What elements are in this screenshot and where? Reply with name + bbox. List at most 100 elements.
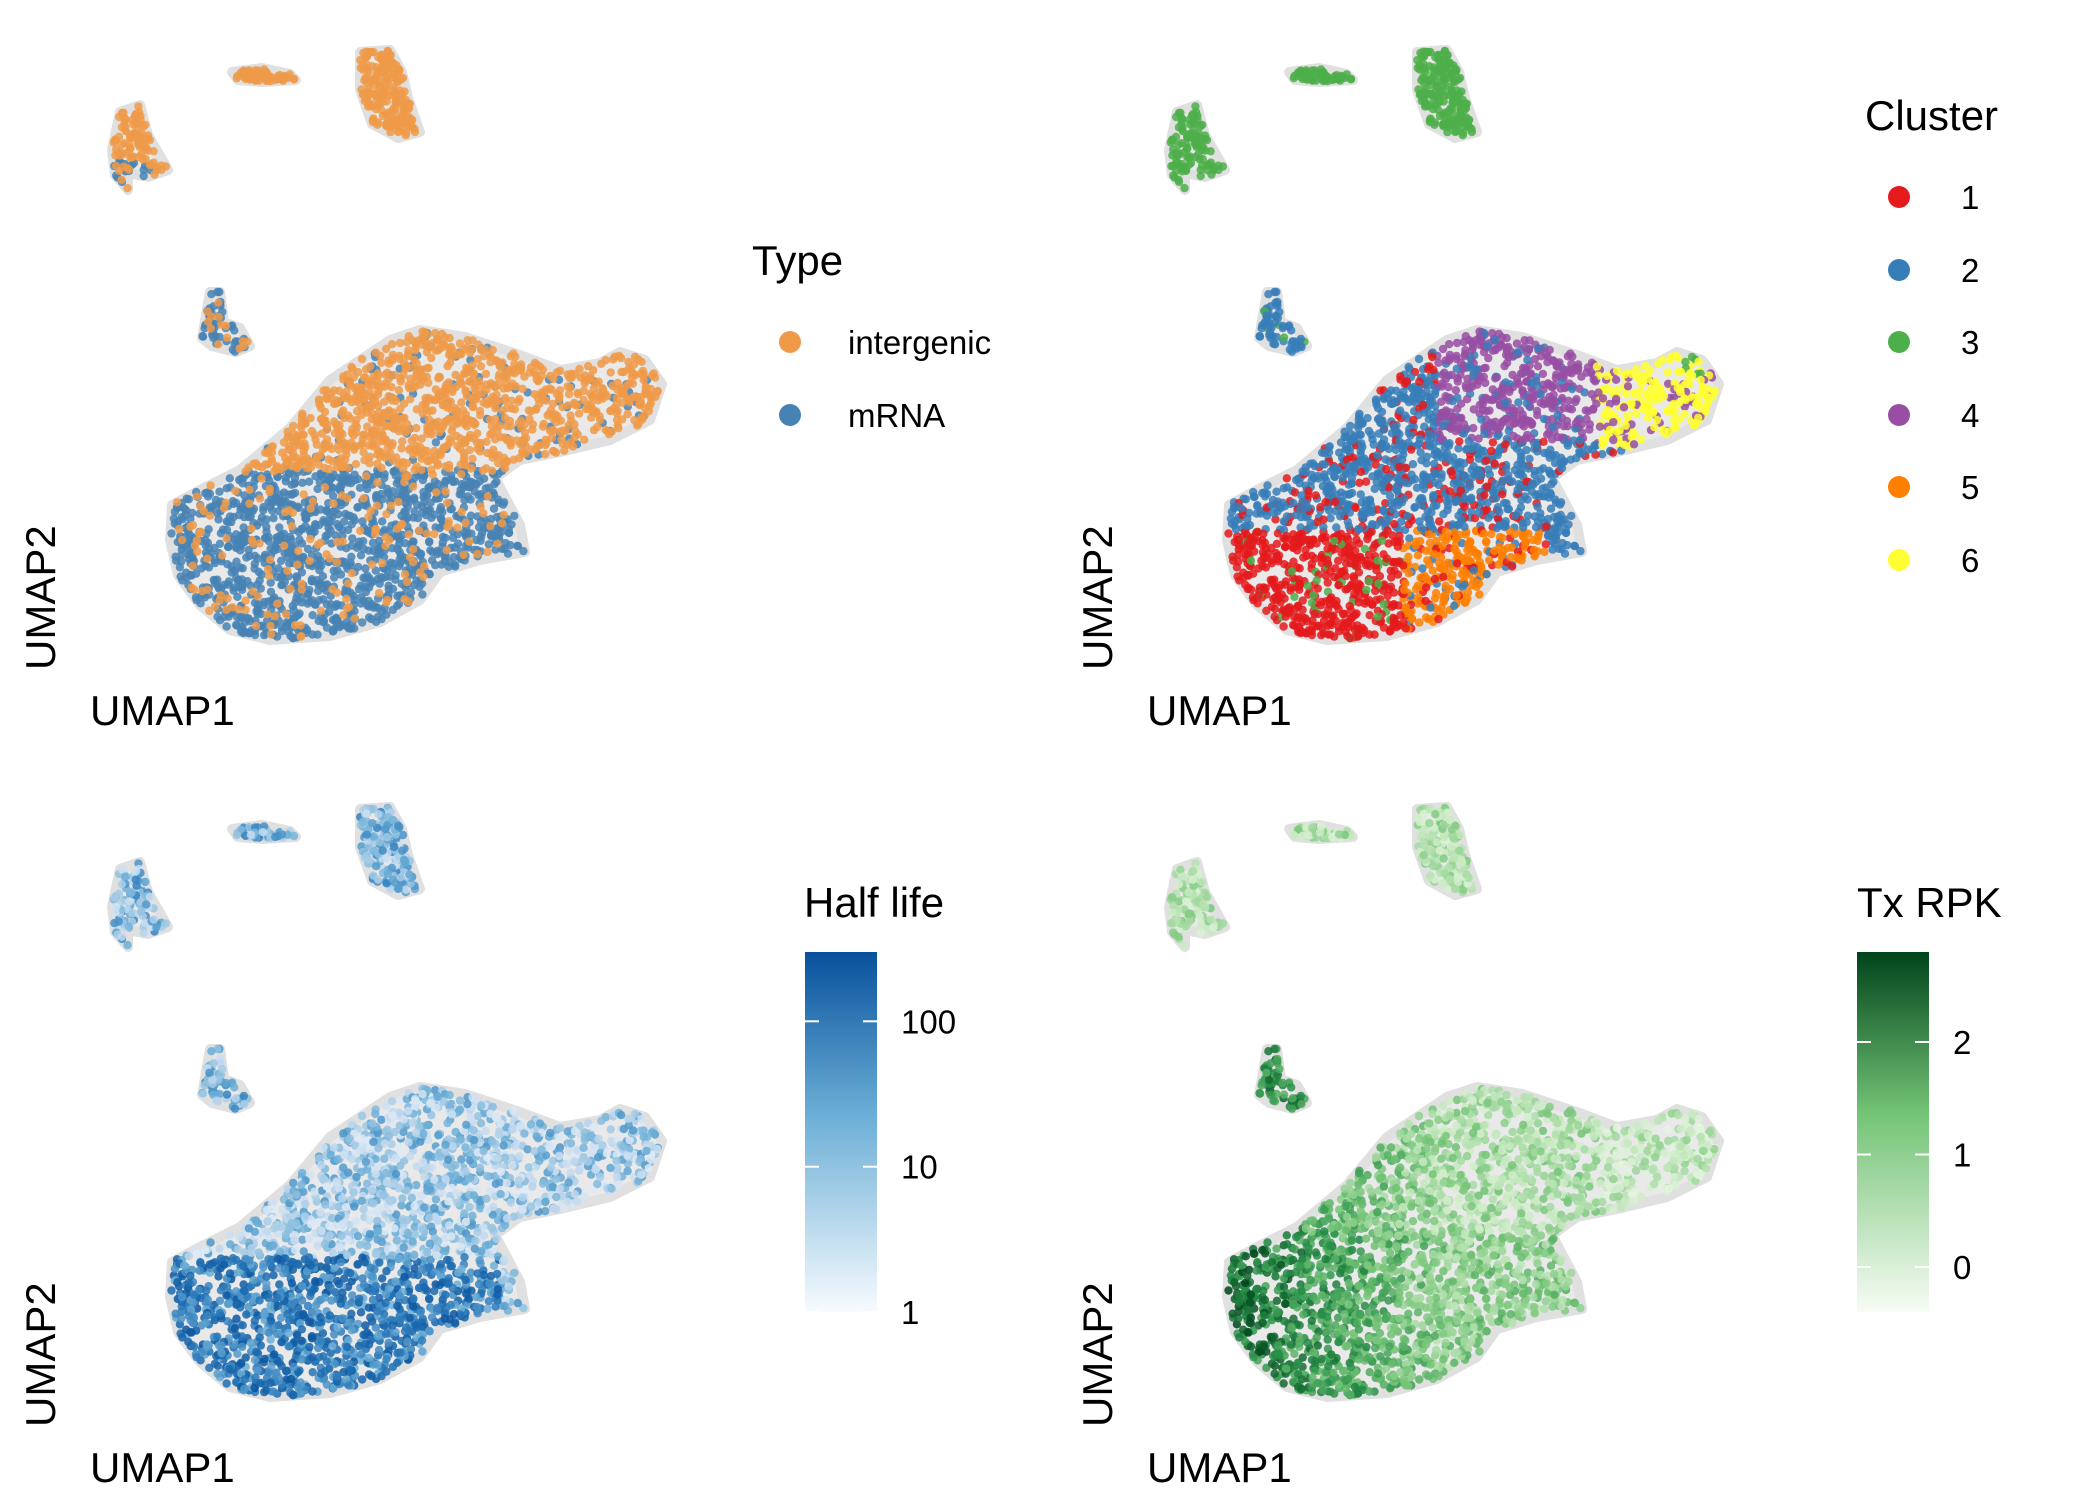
data-point [1430, 459, 1439, 469]
data-point [613, 406, 622, 415]
data-point [1367, 430, 1376, 439]
data-point [297, 579, 306, 588]
data-point [224, 542, 233, 552]
data-point [509, 349, 518, 358]
data-point [1376, 386, 1385, 395]
data-point [644, 406, 653, 416]
data-point [1581, 406, 1590, 415]
data-point [500, 396, 510, 405]
data-point [1404, 398, 1414, 407]
data-point [262, 522, 271, 532]
data-point [308, 596, 317, 605]
data-point [502, 422, 511, 431]
data-point [371, 566, 380, 575]
data-point [362, 484, 372, 494]
data-point [225, 474, 234, 483]
data-point [264, 571, 274, 581]
data-point [422, 529, 432, 538]
data-point [456, 485, 465, 495]
data-point [1475, 590, 1484, 599]
data-point [338, 537, 347, 546]
data-point [1416, 448, 1425, 457]
data-point [325, 554, 334, 563]
data-point [1475, 400, 1484, 410]
data-point [233, 592, 242, 601]
data-point [1326, 514, 1335, 523]
data-point [436, 395, 445, 404]
data-point [1430, 550, 1439, 559]
data-point [1620, 440, 1629, 449]
data-point [498, 406, 507, 415]
data-point [285, 559, 294, 568]
data-point [418, 333, 427, 342]
data-point [1414, 354, 1424, 364]
data-point [308, 497, 318, 506]
data-point [374, 387, 383, 396]
data-point [273, 497, 283, 507]
data-point [1621, 421, 1630, 430]
data-point [369, 114, 378, 123]
data-point [362, 52, 371, 61]
data-point [1504, 475, 1513, 484]
data-point [1259, 529, 1268, 538]
data-point [216, 529, 226, 538]
data-point [532, 375, 541, 384]
data-point [496, 362, 505, 371]
data-point [1430, 574, 1439, 584]
data-point [304, 477, 314, 486]
data-point [1629, 440, 1639, 449]
data-point [1441, 581, 1450, 590]
data-point [444, 522, 453, 531]
data-point [433, 546, 442, 556]
data-point [344, 579, 353, 588]
data-point [1274, 592, 1283, 601]
data-point [399, 98, 409, 107]
data-point [357, 354, 367, 364]
data-point [514, 419, 524, 428]
data-point [1631, 409, 1641, 418]
data-point [417, 508, 427, 517]
data-point [384, 374, 394, 384]
data-point [468, 454, 477, 463]
data-point [1363, 463, 1373, 472]
data-point [1664, 427, 1673, 436]
data-point [1519, 363, 1528, 372]
data-point [171, 552, 180, 561]
data-point [1404, 362, 1413, 372]
data-point [241, 605, 250, 615]
data-point [1281, 542, 1290, 552]
data-point [1529, 545, 1539, 555]
data-point [1317, 597, 1326, 607]
data-point [239, 341, 248, 350]
data-point [339, 372, 348, 381]
data-point [1522, 445, 1531, 455]
data-point [570, 369, 580, 379]
data-point [367, 560, 377, 569]
data-point [322, 623, 332, 632]
data-point [1544, 466, 1554, 475]
data-point [194, 529, 204, 538]
data-point [449, 553, 459, 562]
data-point [478, 466, 488, 475]
data-point [442, 546, 451, 555]
data-point [251, 459, 261, 468]
data-point [476, 362, 486, 371]
data-point [469, 434, 479, 443]
data-point [463, 342, 472, 352]
data-point [117, 175, 126, 184]
data-point [177, 557, 186, 566]
data-point [513, 542, 523, 551]
data-point [219, 503, 229, 513]
data-point [256, 584, 265, 593]
data-point [394, 497, 403, 507]
data-point [382, 510, 391, 519]
data-point [1406, 431, 1415, 440]
data-point [372, 105, 381, 114]
data-point [546, 371, 555, 381]
data-point [150, 170, 159, 179]
data-point [563, 370, 572, 379]
data-point [201, 489, 210, 498]
data-point [422, 364, 432, 373]
data-point [1577, 372, 1586, 381]
data-point [371, 413, 380, 422]
